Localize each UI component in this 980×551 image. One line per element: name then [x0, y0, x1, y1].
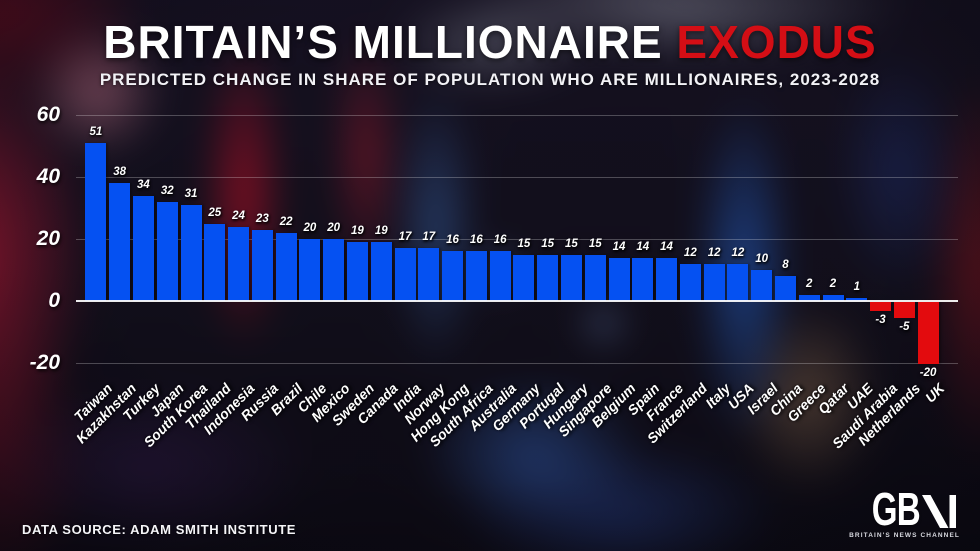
bar-japan — [156, 201, 178, 301]
gbn-logo-gb-text: GB — [871, 483, 921, 536]
bar-value-label: 14 — [660, 240, 673, 253]
gridline-20 — [76, 239, 958, 240]
bar-usa — [727, 263, 749, 301]
bar-turkey — [132, 195, 154, 301]
bar-value-label: 2 — [829, 277, 837, 290]
bar-value-label: 15 — [541, 237, 555, 250]
bar-south-africa — [465, 251, 487, 301]
bar-indonesia — [228, 226, 250, 301]
bar-value-label: -3 — [875, 314, 886, 327]
gridline--20 — [76, 363, 958, 364]
bar-italy — [703, 263, 725, 301]
bar-greece — [798, 294, 820, 301]
bar-value-label: 16 — [446, 234, 459, 247]
bar-value-label: -5 — [899, 320, 910, 333]
bar-hungary — [560, 254, 582, 301]
bar-canada — [370, 242, 392, 301]
bar-value-label: 17 — [422, 231, 436, 244]
gbn-logo: GB BRITAIN'S NEWS CHANNEL — [849, 483, 960, 539]
bar-value-label: 14 — [636, 240, 650, 253]
bar-france — [656, 257, 678, 301]
bar-germany — [513, 254, 535, 301]
bar-portugal — [537, 254, 559, 301]
bar-value-label: 31 — [184, 187, 198, 200]
bar-value-label: 34 — [137, 178, 150, 191]
bar-switzerland — [679, 263, 701, 301]
bar-value-label: 20 — [327, 222, 341, 234]
gridline-40 — [76, 177, 958, 178]
x-axis-label-uk: UK — [921, 380, 948, 406]
bar-chile — [299, 239, 321, 301]
bar-uk — [917, 302, 939, 364]
bar-value-label: 1 — [853, 280, 860, 293]
title-white-part: BRITAIN’S MILLIONAIRE — [103, 16, 663, 68]
bar-value-label: 8 — [782, 259, 789, 272]
title-red-part: EXODUS — [676, 16, 877, 68]
y-axis-tick-20: 20 — [36, 227, 60, 250]
bar-value-label: 10 — [755, 253, 769, 265]
bar-value-label: 19 — [351, 225, 364, 238]
bar-singapore — [584, 254, 606, 301]
bar-kazakhstan — [109, 183, 131, 301]
bar-china — [774, 276, 796, 301]
bar-sweden — [346, 242, 368, 301]
bar-value-label: 24 — [232, 209, 245, 222]
bar-norway — [418, 248, 440, 301]
bar-value-label: 16 — [493, 234, 507, 247]
data-source-caption: DATA SOURCE: ADAM SMITH INSTITUTE — [22, 522, 297, 537]
bar-saudi-arabia — [870, 302, 892, 312]
bar-value-label: -20 — [919, 367, 937, 379]
bar-value-label: 20 — [303, 222, 317, 234]
gridline-0 — [76, 300, 958, 302]
bar-australia — [489, 251, 511, 301]
bar-belgium — [608, 257, 630, 301]
bar-spain — [632, 257, 654, 301]
bar-russia — [251, 229, 273, 301]
bar-qatar — [822, 294, 844, 301]
y-axis-tick--20: -20 — [29, 351, 60, 374]
bar-value-label: 19 — [374, 225, 388, 238]
bar-brazil — [275, 232, 297, 301]
bar-value-label: 38 — [113, 166, 127, 179]
bar-value-label: 23 — [255, 212, 269, 225]
bar-value-label: 12 — [731, 246, 745, 259]
bar-value-label: 12 — [683, 246, 697, 259]
bar-value-label: 17 — [398, 231, 412, 244]
y-axis-tick-60: 60 — [36, 103, 60, 126]
bar-value-label: 15 — [588, 237, 602, 250]
y-axis-tick-0: 0 — [48, 289, 60, 312]
page-title: BRITAIN’S MILLIONAIRE EXODUS — [0, 18, 980, 66]
bar-value-label: 2 — [806, 277, 813, 290]
y-axis-tick-40: 40 — [36, 165, 60, 188]
bar-israel — [751, 270, 773, 301]
bar-value-label: 14 — [612, 240, 626, 253]
bar-value-label: 22 — [279, 215, 293, 228]
bar-netherlands — [893, 302, 915, 318]
bar-mexico — [323, 239, 345, 301]
header: BRITAIN’S MILLIONAIRE EXODUS PREDICTED C… — [0, 18, 980, 90]
bar-value-label: 15 — [565, 237, 578, 250]
chart-subtitle: PREDICTED CHANGE IN SHARE OF POPULATION … — [99, 70, 881, 90]
bar-value-label: 15 — [517, 237, 531, 250]
bar-value-label: 32 — [160, 184, 174, 197]
bar-india — [394, 248, 416, 301]
bar-uae — [846, 297, 868, 301]
bar-taiwan — [85, 142, 107, 301]
bar-value-label: 16 — [469, 234, 483, 247]
bar-hong-kong — [442, 251, 464, 301]
gridline-60 — [76, 115, 958, 116]
bar-south-korea — [180, 204, 202, 301]
gbn-logo-row: GB — [853, 483, 957, 536]
gbn-logo-n-icon — [922, 495, 957, 528]
bar-thailand — [204, 223, 226, 301]
bar-value-label: 12 — [707, 246, 721, 259]
channel-tagline: BRITAIN'S NEWS CHANNEL — [849, 532, 960, 539]
bar-value-label: 25 — [208, 206, 222, 219]
bar-value-label: 51 — [89, 125, 103, 138]
